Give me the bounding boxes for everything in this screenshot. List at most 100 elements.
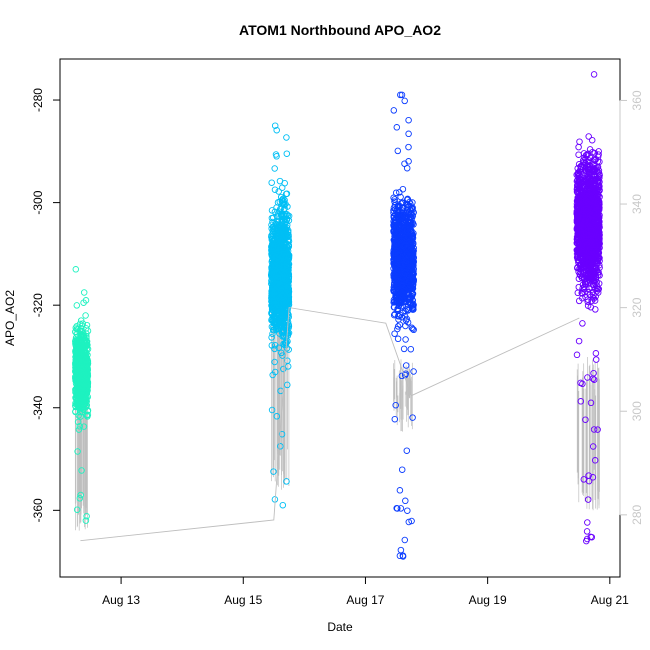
data-point (579, 320, 586, 327)
data-point (576, 138, 583, 145)
data-point (269, 246, 276, 253)
data-point (75, 412, 82, 419)
series-2 (268, 122, 293, 509)
axes: Aug 13 Aug 15 Aug 17 Aug 19 Aug 21-280-300-3… (31, 58, 644, 607)
data-point (73, 506, 81, 513)
data-point (575, 151, 582, 158)
x-tick-label: Aug 17 (346, 593, 384, 607)
data-point (82, 312, 89, 319)
data-point (273, 413, 281, 420)
data-point (409, 414, 416, 421)
data-point (592, 356, 600, 363)
data-point (275, 188, 282, 195)
data-point (282, 339, 289, 346)
data-point (78, 360, 86, 367)
data-point (280, 365, 287, 373)
y-right-tick-label: 280 (630, 505, 644, 525)
data-point (74, 448, 81, 455)
y-tick-label: -320 (31, 293, 45, 317)
data-point (282, 306, 289, 313)
data-point (276, 322, 284, 329)
data-point (583, 528, 591, 535)
data-point (268, 279, 276, 286)
data-point (394, 335, 402, 343)
data-point (277, 443, 284, 450)
data-point (393, 124, 401, 131)
x-tick-label: Aug 15 (224, 593, 262, 607)
series-1 (72, 266, 92, 524)
data-point (390, 194, 397, 202)
data-point (271, 165, 278, 172)
data-point (271, 186, 279, 193)
y-tick-label: -360 (31, 498, 45, 522)
x-tick-label: Aug 13 (102, 593, 140, 607)
data-point (408, 324, 416, 332)
data-point (401, 97, 408, 105)
y-tick-label: -280 (31, 88, 45, 112)
data-point (78, 377, 85, 384)
data-point (75, 426, 83, 433)
y-right-tick-label: 360 (630, 90, 644, 110)
data-point (74, 401, 82, 408)
series-3 (390, 91, 418, 560)
data-point (400, 345, 408, 353)
data-point (79, 406, 87, 413)
data-point (285, 253, 293, 260)
data-point (268, 179, 275, 186)
data-point (74, 418, 82, 426)
data-point (280, 309, 288, 316)
data-point (285, 233, 292, 240)
data-point (74, 386, 81, 393)
data-point (390, 107, 398, 114)
data-point (73, 302, 81, 309)
data-point (83, 398, 90, 405)
data-point (81, 335, 88, 342)
data-point (277, 317, 285, 325)
data-point (269, 371, 276, 379)
data-point (584, 519, 591, 526)
data-point (585, 133, 592, 140)
data-point (74, 396, 81, 403)
y-right-tick-label: 320 (630, 297, 644, 317)
y-right-tick-label: 300 (630, 401, 644, 421)
data-point (269, 250, 277, 258)
data-point (405, 143, 412, 151)
data-point (283, 478, 290, 485)
data-point (284, 338, 291, 345)
data-point (407, 345, 415, 353)
data-point (276, 177, 284, 185)
data-point (277, 299, 285, 307)
data-point (394, 147, 402, 155)
data-point (410, 368, 417, 375)
data-point (77, 363, 85, 371)
data-point (270, 231, 278, 238)
chart-title: ATOM1 Northbound APO_AO2 (239, 22, 441, 38)
data-point (271, 297, 278, 304)
data-point (285, 329, 293, 337)
data-point (405, 116, 412, 124)
data-point (584, 496, 592, 503)
data-point (273, 287, 280, 295)
data-point (274, 270, 282, 277)
data-point (82, 380, 89, 388)
y-axis-label: APO_AO2 (3, 290, 17, 346)
data-point (72, 338, 79, 345)
data-point (76, 495, 84, 502)
data-point (278, 430, 286, 438)
data-point (280, 241, 287, 248)
data-point (269, 330, 276, 338)
data-point (84, 413, 91, 420)
data-point (283, 134, 290, 141)
x-tick-label: Aug 21 (591, 593, 629, 607)
data-point (399, 185, 407, 193)
data-point (268, 406, 276, 414)
data-point (276, 255, 283, 262)
connector-line (80, 307, 580, 542)
data-point (271, 358, 278, 366)
data-point (82, 517, 90, 524)
data-point (72, 374, 80, 382)
data-point (285, 299, 293, 306)
data-point (77, 491, 84, 499)
